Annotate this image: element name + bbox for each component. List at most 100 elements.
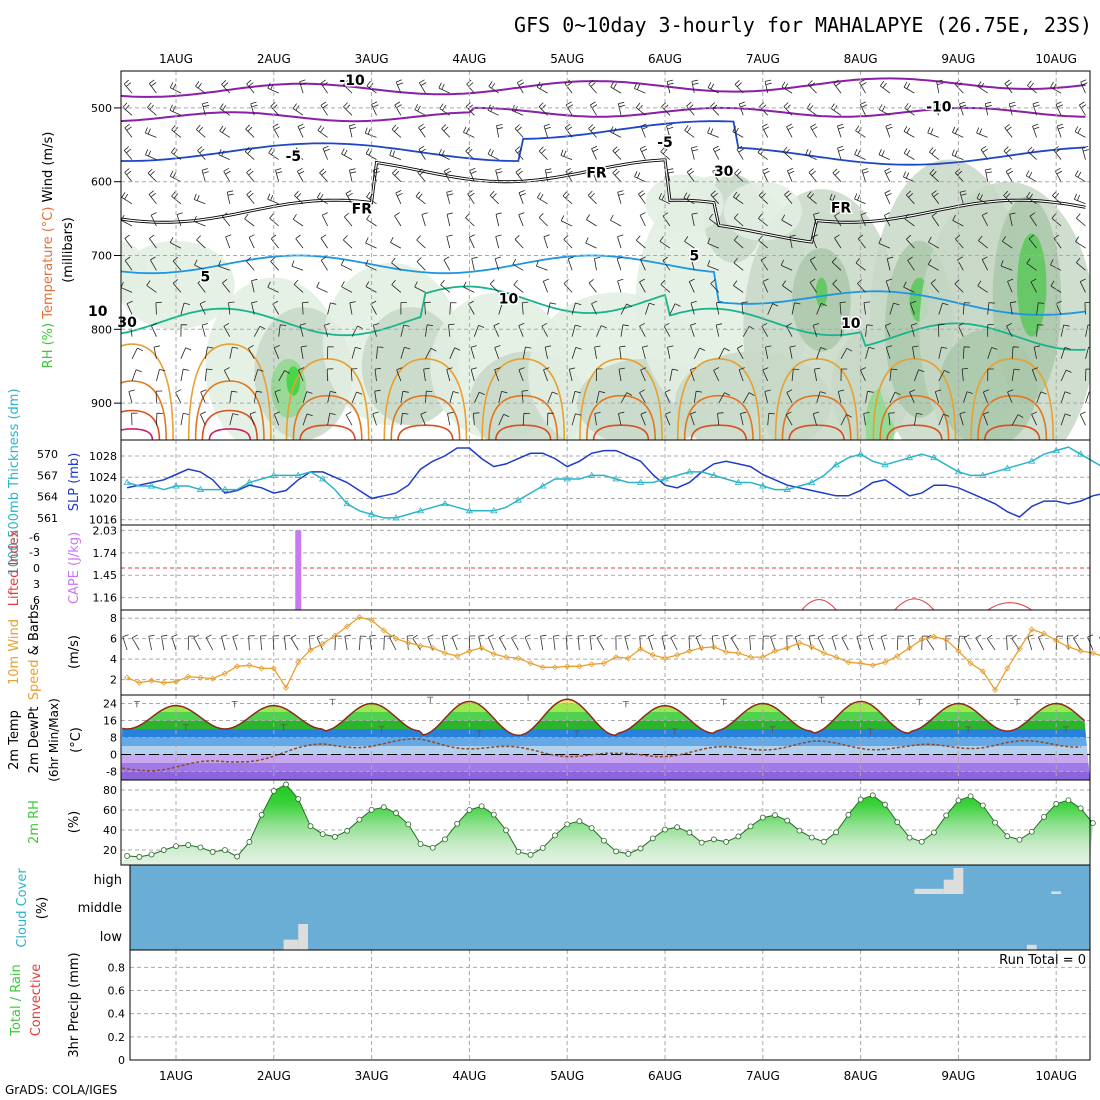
contour-line [121,159,1086,243]
rh-point [552,832,558,839]
upper-wind-barb [588,79,597,94]
upper-wind-barb [293,147,304,160]
upper-wind-barb [446,212,454,227]
upper-wind-barb [831,257,842,271]
upper-wind-barb [1007,278,1014,293]
wind-point [1004,665,1011,672]
upper-wind-barb [222,278,231,293]
upper-wind-barb [733,191,744,205]
rh-point [246,839,253,845]
upper-wind-barb [786,322,793,337]
upper-wind-barb [888,412,895,426]
cloud-levels: high middle low [78,873,123,945]
upper-wind-barb [903,81,915,94]
upper-wind-barb [514,146,524,160]
wind-point [906,644,913,651]
thickness-point [685,468,694,475]
temp-band [121,699,1090,704]
wind-tick-label: 8 [110,612,117,625]
upper-wind-barb [218,149,230,160]
upper-wind-barb [180,413,190,426]
upper-wind-barb [341,281,353,293]
minmax-whisker [573,730,580,738]
upper-wind-barb [1032,123,1040,138]
upper-wind-barb [146,280,157,293]
rh-point [674,824,681,831]
date-label-top: 3AUG [355,52,389,66]
upper-wind-barb [147,168,157,182]
upper-wind-barb [365,237,377,249]
upper-wind-barb [640,256,646,271]
upper-wind-barb [664,389,671,404]
upper-wind-barb [345,190,353,205]
upper-wind-barb [389,149,402,160]
wind-point [1040,630,1048,637]
y-axis-label: RH (%) Temperature (°C) Wind (m/s) [41,132,56,369]
thickness-point [710,471,718,478]
upper-wind-barb [275,168,283,182]
upper-wind-barb [343,80,353,94]
wind-point [869,662,876,669]
wind-point [405,639,412,646]
surface-wind-barb [661,634,668,651]
upper-wind-barb [610,81,622,94]
upper-wind-barb [733,257,744,271]
upper-wind-barb [351,346,362,359]
upper-wind-barb [938,369,950,382]
upper-wind-barb [560,215,573,227]
rh-point [759,814,766,821]
upper-wind-barb [809,256,817,271]
upper-wind-barb [840,324,848,337]
wind-point [735,649,742,657]
upper-wind-barb [931,212,940,227]
upper-wind-barb [538,146,548,160]
upper-wind-barb [904,103,915,116]
upper-wind-barb [512,258,524,271]
upper-wind-barb [1051,213,1062,227]
footer-credit: GrADS: COLA/IGES [5,1083,117,1097]
upper-wind-barb [392,168,402,182]
upper-wind-barb [982,389,989,404]
upper-wind-barb [619,345,626,359]
thickness-line [126,446,1100,519]
upper-wind-barb [296,167,305,182]
surface-wind-barb [205,634,214,651]
upper-wind-barb [425,324,434,337]
precip-tick-label: 0.6 [108,985,126,998]
upper-wind-barb [839,301,846,315]
upper-wind-barb [812,411,820,426]
upper-wind-barb [498,413,510,426]
upper-wind-barb [349,301,356,315]
y-label-part: 10m Wind [7,619,22,685]
upper-wind-barb [536,192,548,205]
upper-wind-barb [662,212,671,227]
upper-wind-barb [351,325,363,337]
upper-wind-barb [669,368,679,382]
wind-point [466,647,473,655]
upper-wind-barb [640,123,648,138]
warm-arch [991,439,1033,440]
rh-point [380,804,387,811]
upper-wind-barb [292,103,304,116]
upper-wind-barb [955,168,964,182]
upper-wind-barb [914,413,923,426]
temp-tick-label: 16 [103,715,117,728]
upper-wind-barb [229,413,239,426]
upper-wind-barb [959,411,966,426]
upper-wind-barb [567,256,574,271]
surface-wind-barb [260,635,267,651]
upper-wind-barb [837,145,845,160]
upper-wind-barb [169,104,182,116]
date-label-top: 5AUG [550,52,584,66]
upper-wind-barb [987,302,995,315]
y-label-part: (6hr Min/Max) [47,698,61,782]
contour-label: FR [831,201,852,217]
upper-wind-barb [664,411,671,426]
upper-wind-barb [197,146,206,160]
slp-tick-label: 1016 [89,514,117,527]
minmax-whisker [476,730,483,738]
upper-wind-barb [223,167,231,182]
upper-wind-barb [904,213,915,227]
upper-wind-barb [618,411,625,426]
upper-wind-barb [639,278,646,293]
